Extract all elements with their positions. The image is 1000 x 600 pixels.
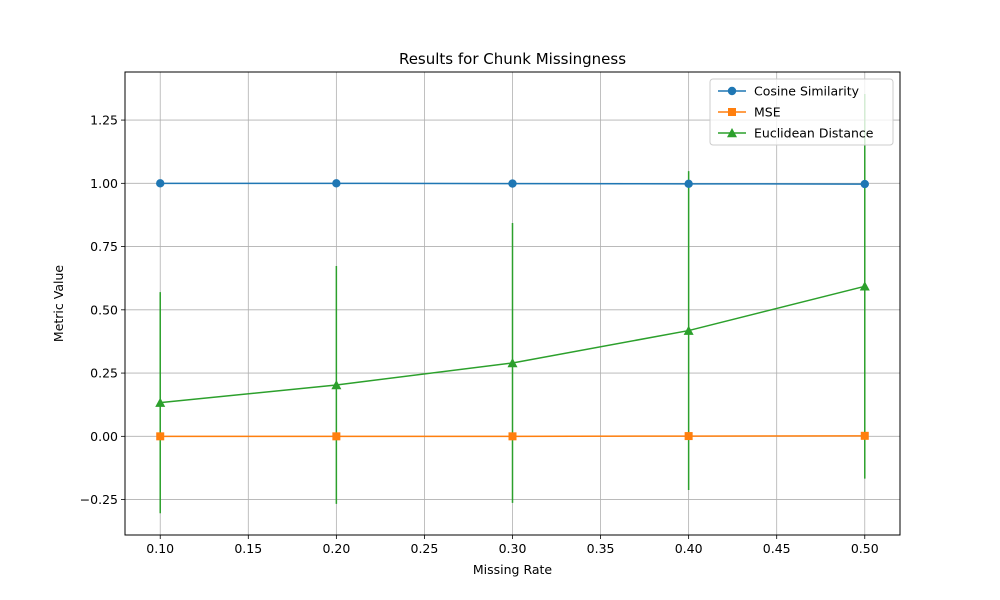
x-tick-label: 0.50 [851, 541, 879, 556]
mse-point [332, 432, 341, 441]
euclidean-distance-point [331, 379, 342, 390]
x-tick-label: 0.15 [234, 541, 262, 556]
y-tick-label: 0.75 [90, 239, 118, 254]
mse-point [860, 431, 869, 440]
legend-box [709, 78, 894, 146]
euclidean-distance-point [859, 281, 870, 291]
cosine-similarity-point [684, 179, 693, 189]
cosine-similarity-point [156, 179, 165, 188]
legend: Cosine Similarity MSE Euclidean Distance [709, 78, 894, 146]
series-lines [155, 179, 870, 441]
mse-point [684, 432, 693, 441]
axis-ticks: 0.10 0.15 0.20 0.25 0.30 0.35 0.40 0.45 0.50 −0.2… [80, 113, 879, 556]
y-tick-label: −0.25 [80, 492, 118, 507]
mse-point [508, 432, 517, 441]
x-tick-label: 0.25 [411, 541, 439, 556]
euclidean-distance-point [683, 325, 694, 335]
x-tick-label: 0.35 [587, 541, 615, 556]
x-tick-label: 0.20 [322, 541, 350, 556]
euclidean-distance-legend-marker [727, 128, 737, 138]
cosine-similarity-point [332, 179, 341, 188]
x-tick-label: 0.30 [499, 541, 527, 556]
legend-entry: Cosine Similarity [754, 84, 860, 99]
y-tick-label: 0.25 [90, 366, 118, 381]
x-axis-title: Missing Rate [473, 562, 553, 577]
legend-entry: MSE [754, 105, 781, 120]
chart-title: Results for Chunk Missingness [399, 50, 626, 68]
y-tick-label: 1.00 [90, 176, 118, 191]
x-tick-label: 0.10 [146, 541, 174, 556]
y-tick-label: 1.25 [90, 113, 118, 128]
legend-entry: Euclidean Distance [754, 126, 874, 141]
cosine-similarity-point [508, 179, 517, 188]
x-tick-label: 0.45 [763, 541, 791, 556]
y-tick-label: 0.50 [90, 302, 118, 317]
mse-point [156, 432, 165, 441]
y-tick-label: 0.00 [90, 429, 118, 444]
euclidean-distance-point [507, 357, 518, 368]
mse-legend-marker [728, 108, 736, 116]
x-tick-label: 0.40 [675, 541, 703, 556]
euclidean-distance-point [155, 397, 166, 407]
cosine-similarity-point [860, 179, 869, 189]
cosine-similarity-legend-marker [727, 86, 737, 96]
y-axis-title: Metric Value [51, 265, 66, 342]
